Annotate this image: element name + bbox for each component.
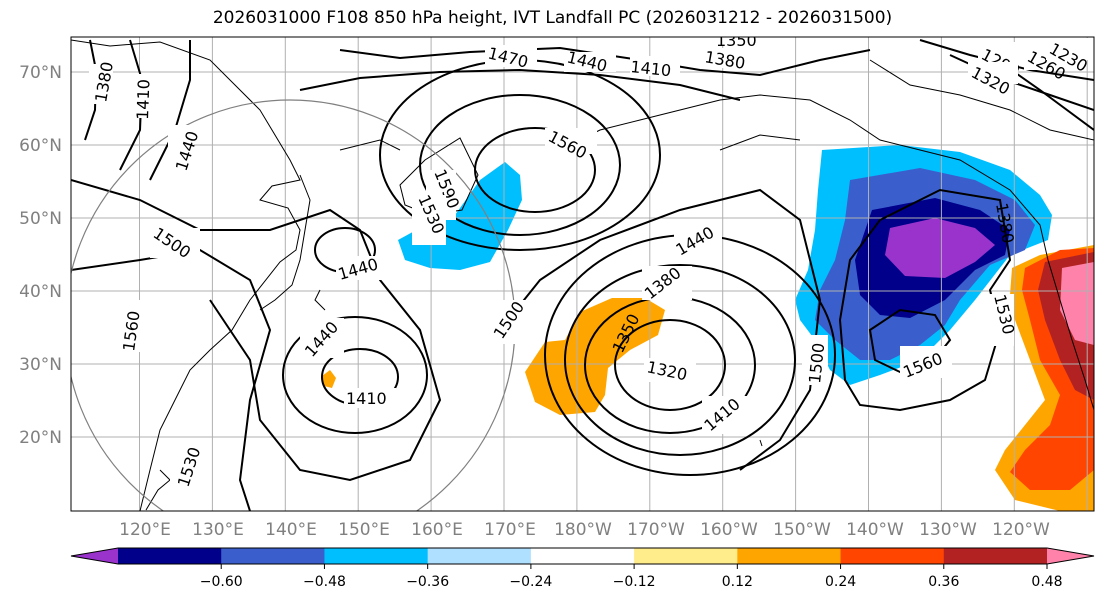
colorbar-segment: [634, 548, 738, 564]
colorbar-segment: [427, 548, 532, 564]
map-frame: [70, 36, 1095, 512]
contour-label: 1500: [805, 342, 828, 384]
colorbar-segment: [221, 548, 325, 564]
lon-label: 120°W: [992, 520, 1050, 540]
contour-label: 1410: [346, 389, 387, 408]
lon-label: 160°E: [411, 520, 463, 540]
lon-label: 120°E: [119, 520, 171, 540]
lat-label: 30°N: [19, 355, 62, 375]
contour-label: 1410: [630, 57, 672, 80]
lon-label: 140°W: [846, 520, 904, 540]
map-area: 1380 1410 1440 1470 1440 1410 1380 1350 …: [71, 31, 1094, 511]
lon-label: 130°E: [192, 520, 244, 540]
lat-label: 50°N: [19, 209, 62, 229]
longitude-labels: 120°E 130°E 140°E 150°E 160°E 170°E 180°W 170°W…: [119, 520, 1050, 540]
lon-label: 170°W: [627, 520, 685, 540]
lon-label: 160°W: [700, 520, 758, 540]
lon-label: 180°W: [554, 520, 612, 540]
colorbar-tick-label: −0.24: [509, 574, 552, 590]
contour-labels: 1380 1410 1440 1470 1440 1410 1380 1350 …: [89, 31, 1094, 489]
colorbar-segment: [943, 548, 1048, 564]
colorbar-tick-label: −0.60: [200, 574, 243, 590]
lon-label: 130°W: [919, 520, 977, 540]
colorbar-tick-label: 0.36: [928, 574, 959, 590]
shade-pink-e: [1060, 262, 1094, 345]
colorbar-tick-label: 0.12: [722, 574, 753, 590]
colorbar-tick-label: −0.48: [303, 574, 346, 590]
shade-purple-ne: [885, 218, 995, 278]
colorbar-tick-label: 0.24: [825, 574, 856, 590]
colorbar-segment: [118, 548, 222, 564]
colorbar-tick-label: 0.48: [1031, 574, 1062, 590]
colorbar-outline: [70, 547, 1095, 565]
latitude-labels: 70°N 60°N 50°N 40°N 30°N 20°N: [19, 63, 62, 448]
shade-orange-c: [525, 298, 665, 415]
colorbar-tick-label: −0.36: [406, 574, 449, 590]
lon-label: 170°E: [484, 520, 536, 540]
shade-orange-dot: [322, 370, 336, 388]
colorbar: −0.60 −0.48 −0.36 −0.24 −0.12 0.12 0.24 0.36 0.4…: [70, 547, 1095, 590]
graticule: [71, 37, 1094, 511]
lat-label: 70°N: [19, 63, 62, 83]
contour-label: 1410: [133, 79, 153, 120]
colorbar-segment: [737, 548, 842, 564]
lat-label: 60°N: [19, 136, 62, 156]
contour-label: 1350: [716, 31, 757, 50]
colorbar-extend-high: [1047, 548, 1094, 564]
map-title: 2026031000 F108 850 hPa height, IVT Land…: [212, 8, 893, 28]
colorbar-segment: [530, 548, 635, 564]
colorbar-extend-low: [71, 548, 118, 564]
lon-label: 140°E: [265, 520, 317, 540]
lon-label: 150°W: [773, 520, 831, 540]
lat-label: 20°N: [19, 428, 62, 448]
colorbar-segment: [840, 548, 945, 564]
coastlines: [71, 39, 1094, 511]
lon-label: 150°E: [338, 520, 390, 540]
lat-label: 40°N: [19, 282, 62, 302]
colorbar-segment: [324, 548, 429, 564]
colorbar-tick-label: −0.12: [613, 574, 656, 590]
